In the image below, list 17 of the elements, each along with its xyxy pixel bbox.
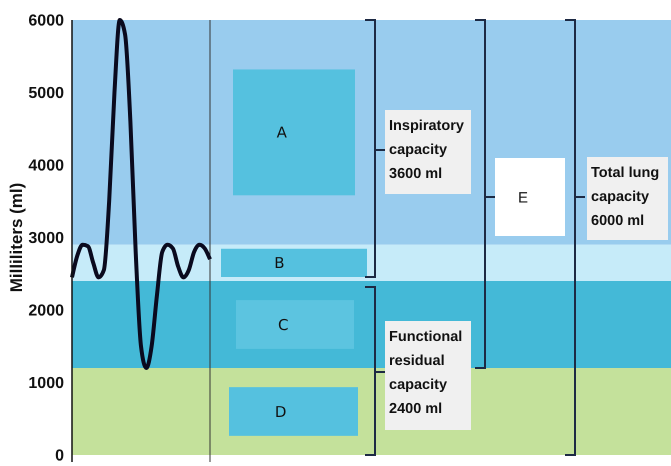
text: Total lung capacity 6000 ml [591,165,660,229]
text: Inspiratory capacity 3600 ml [389,118,464,182]
y-tick-label: 5000 [28,85,64,102]
band-label: C [278,316,288,334]
y-axis-title: Milliliters (ml) [7,182,26,292]
band-label: A [276,124,288,142]
y-tick-label: 2000 [28,302,64,320]
text: Functional residual capacity 2400 ml [389,329,462,417]
line-series [70,18,212,370]
y-tick-label: 6000 [28,12,64,30]
y-tick-label: 0 [55,448,64,465]
y-tick-label: 3000 [28,230,64,248]
text: E [518,189,528,206]
band-label: D [274,402,286,421]
band-label: B [274,254,285,272]
y-tick-label: 1000 [28,375,64,392]
y-tick-label: 4000 [28,158,64,175]
